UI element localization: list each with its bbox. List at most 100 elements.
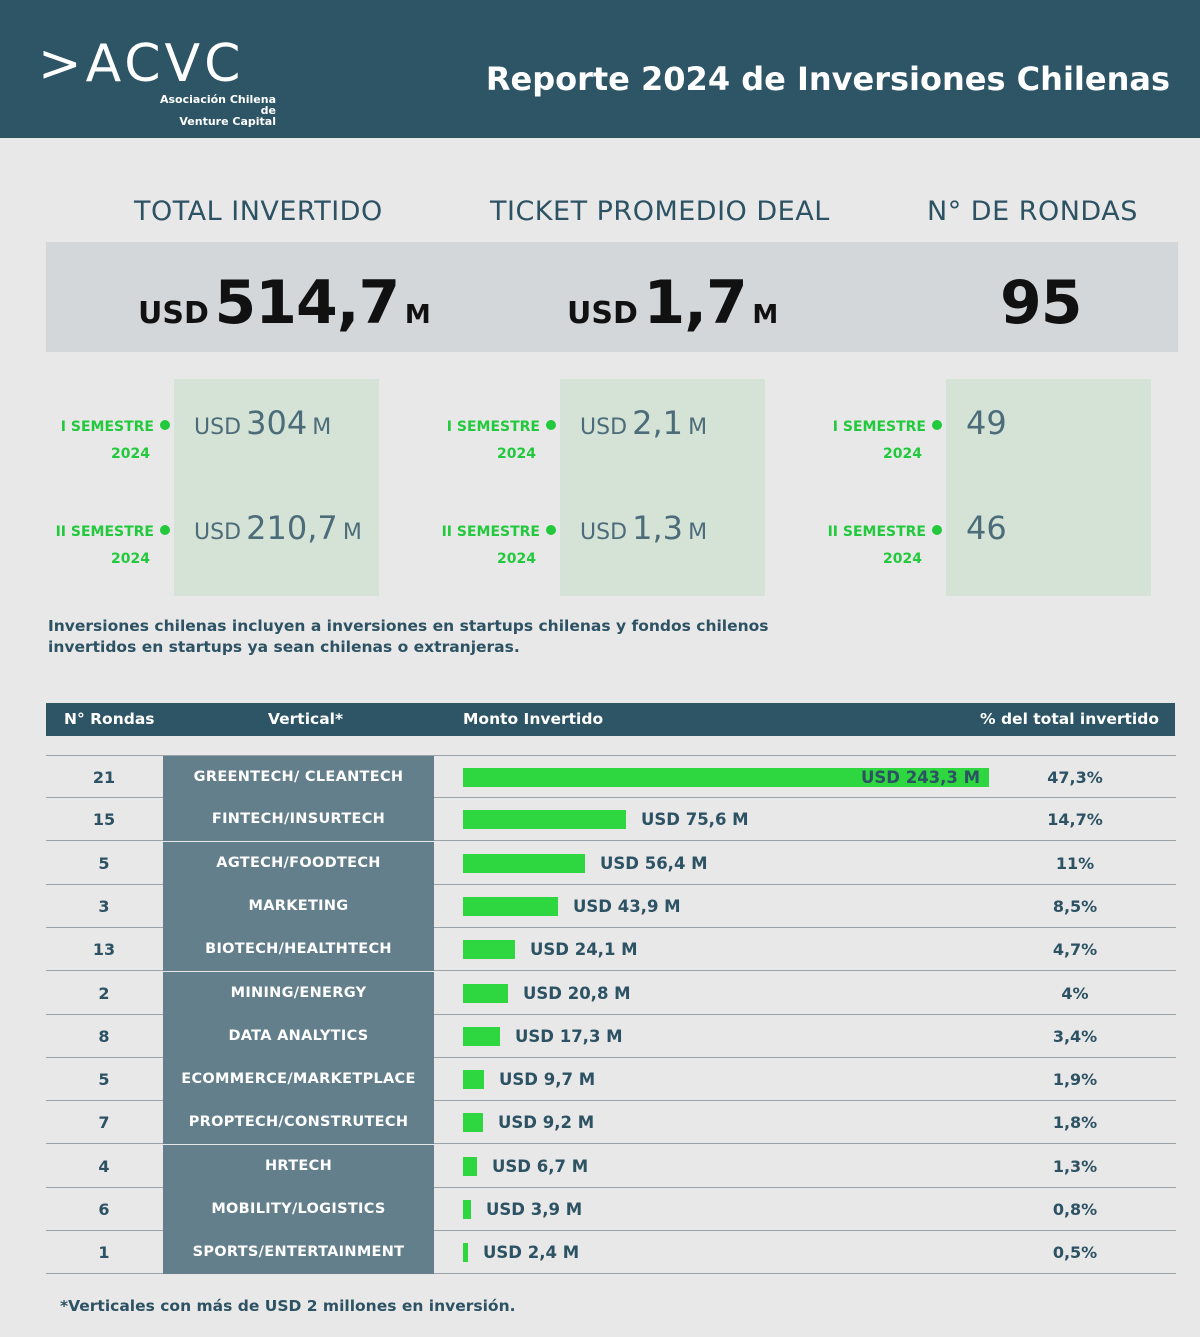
vertical-cell: DATA ANALYTICS: [163, 1015, 434, 1058]
kpi-total-label: TOTAL INVERTIDO: [134, 196, 383, 227]
pct-cell: 11%: [1055, 854, 1095, 873]
unit: M: [312, 415, 332, 440]
amount-label: USD 20,8 M: [523, 984, 631, 1003]
semester-label-s2-rounds: II SEMESTRE 2024: [812, 519, 942, 573]
amount-bar: [463, 1200, 471, 1219]
vertical-cell: BIOTECH/HEALTHTECH: [163, 928, 434, 971]
amount-label: USD 43,9 M: [573, 897, 681, 916]
pct-cell: 1,8%: [1052, 1113, 1098, 1132]
green-dot-icon: [160, 525, 170, 535]
rounds-cell: 4: [98, 1157, 110, 1176]
table-header: N° Rondas Vertical* Monto Invertido % de…: [46, 703, 1175, 736]
kpi-band: [46, 242, 1178, 352]
amount-bar: [463, 1113, 483, 1132]
semester-box-total: [174, 379, 379, 596]
semester-rounds-s1-value: 49: [966, 404, 1007, 442]
table-row: 13 BIOTECH/HEALTHTECH USD 24,1 M 4,7%: [46, 928, 1176, 971]
rounds-cell: 5: [98, 1070, 110, 1089]
green-dot-icon: [160, 420, 170, 430]
semester-label-text: II SEMESTRE: [827, 524, 926, 540]
number: 2,1: [632, 404, 683, 442]
pct-cell: 14,7%: [1047, 810, 1103, 829]
rounds-cell: 15: [92, 810, 116, 829]
amount-bar: [463, 897, 558, 916]
kpi-total-unit: M: [404, 300, 431, 330]
rounds-cell: 21: [92, 768, 116, 787]
kpi-ticket-number: 1,7: [643, 268, 747, 338]
vertical-cell: GREENTECH/ CLEANTECH: [163, 756, 434, 799]
semester-label-text: I SEMESTRE: [60, 419, 154, 435]
table-row: 7 PROPTECH/CONSTRUTECH USD 9,2 M 1,8%: [46, 1101, 1176, 1144]
vertical-cell: FINTECH/INSURTECH: [163, 798, 434, 841]
semester-label-s2-ticket: II SEMESTRE 2024: [426, 519, 556, 573]
table-row: 5 ECOMMERCE/MARKETPLACE USD 9,7 M 1,9%: [46, 1058, 1176, 1101]
green-dot-icon: [546, 420, 556, 430]
unit: M: [688, 520, 708, 545]
semester-box-ticket: [560, 379, 765, 596]
col-header-amount: Monto Invertido: [463, 710, 604, 728]
semester-label-text: II SEMESTRE: [55, 524, 154, 540]
pct-cell: 47,3%: [1047, 768, 1103, 787]
semester-label-s1-rounds: I SEMESTRE 2024: [812, 414, 942, 468]
amount-label: USD 243,3 M: [861, 768, 981, 787]
amount-label: USD 2,4 M: [483, 1243, 580, 1262]
rounds-cell: 8: [98, 1027, 110, 1046]
kpi-total-value: USD 514,7 M: [138, 268, 431, 338]
number: 46: [966, 509, 1007, 547]
report-title: Reporte 2024 de Inversiones Chilenas: [485, 60, 1170, 98]
table-row: 21 GREENTECH/ CLEANTECH USD 243,3 M 47,3%: [46, 755, 1176, 799]
unit: M: [688, 415, 708, 440]
semester-label-text: I SEMESTRE: [446, 419, 540, 435]
table-row: 3 MARKETING USD 43,9 M 8,5%: [46, 885, 1176, 928]
amount-label: USD 17,3 M: [515, 1027, 623, 1046]
vertical-cell: PROPTECH/CONSTRUTECH: [163, 1101, 434, 1144]
pct-cell: 1,9%: [1052, 1070, 1098, 1089]
semester-label-text: I SEMESTRE: [832, 419, 926, 435]
logo-mark: >ACVC: [38, 34, 245, 94]
semester-year: 2024: [497, 446, 536, 462]
amount-bar: [463, 940, 515, 959]
currency: USD: [580, 520, 628, 545]
pct-cell: 1,3%: [1052, 1157, 1098, 1176]
amount-bar: [463, 1157, 477, 1176]
semester-box-rounds: [946, 379, 1151, 596]
rounds-cell: 2: [98, 984, 110, 1003]
kpi-ticket-label: TICKET PROMEDIO DEAL: [490, 196, 830, 227]
number: 49: [966, 404, 1007, 442]
semester-year: 2024: [111, 446, 150, 462]
semester-year: 2024: [883, 551, 922, 567]
table-row: 15 FINTECH/INSURTECH USD 75,6 M 14,7%: [46, 798, 1176, 841]
acvc-logo: >ACVC Asociación Chilena de Venture Capi…: [38, 34, 276, 127]
vertical-cell: ECOMMERCE/MARKETPLACE: [163, 1058, 434, 1101]
semester-label-s1-total: I SEMESTRE 2024: [40, 414, 170, 468]
kpi-ticket-value: USD 1,7 M: [567, 268, 778, 338]
header-bar: >ACVC Asociación Chilena de Venture Capi…: [0, 0, 1200, 138]
kpi-total-currency: USD: [138, 296, 209, 331]
semester-label-s1-ticket: I SEMESTRE 2024: [426, 414, 556, 468]
semester-total-s1-value: USD 304 M: [194, 404, 331, 442]
definition-note: Inversiones chilenas incluyen a inversio…: [48, 617, 769, 656]
currency: USD: [194, 520, 242, 545]
amount-bar: [463, 984, 508, 1003]
amount-label: USD 3,9 M: [486, 1200, 583, 1219]
table-row: 2 MINING/ENERGY USD 20,8 M 4%: [46, 972, 1176, 1015]
vertical-cell: MARKETING: [163, 885, 434, 928]
kpi-ticket-unit: M: [752, 300, 779, 330]
amount-bar: [463, 1027, 500, 1046]
amount-bar: [463, 1243, 468, 1262]
semester-ticket-s1-value: USD 2,1 M: [580, 404, 707, 442]
amount-label: USD 75,6 M: [641, 810, 749, 829]
vertical-cell: HRTECH: [163, 1145, 434, 1188]
pct-cell: 0,8%: [1052, 1200, 1098, 1219]
vertical-cell: AGTECH/FOODTECH: [163, 842, 434, 885]
col-header-vertical: Vertical*: [268, 710, 344, 728]
vertical-cell: SPORTS/ENTERTAINMENT: [163, 1231, 434, 1274]
rounds-cell: 1: [98, 1243, 110, 1262]
table-row: 1 SPORTS/ENTERTAINMENT USD 2,4 M 0,5%: [46, 1231, 1176, 1274]
pct-cell: 4%: [1061, 984, 1089, 1003]
rounds-cell: 7: [98, 1113, 110, 1132]
green-dot-icon: [932, 525, 942, 535]
currency: USD: [580, 415, 628, 440]
table-row: 4 HRTECH USD 6,7 M 1,3%: [46, 1145, 1176, 1188]
logo-subtitle-line1: Asociación Chilena de: [160, 93, 276, 117]
